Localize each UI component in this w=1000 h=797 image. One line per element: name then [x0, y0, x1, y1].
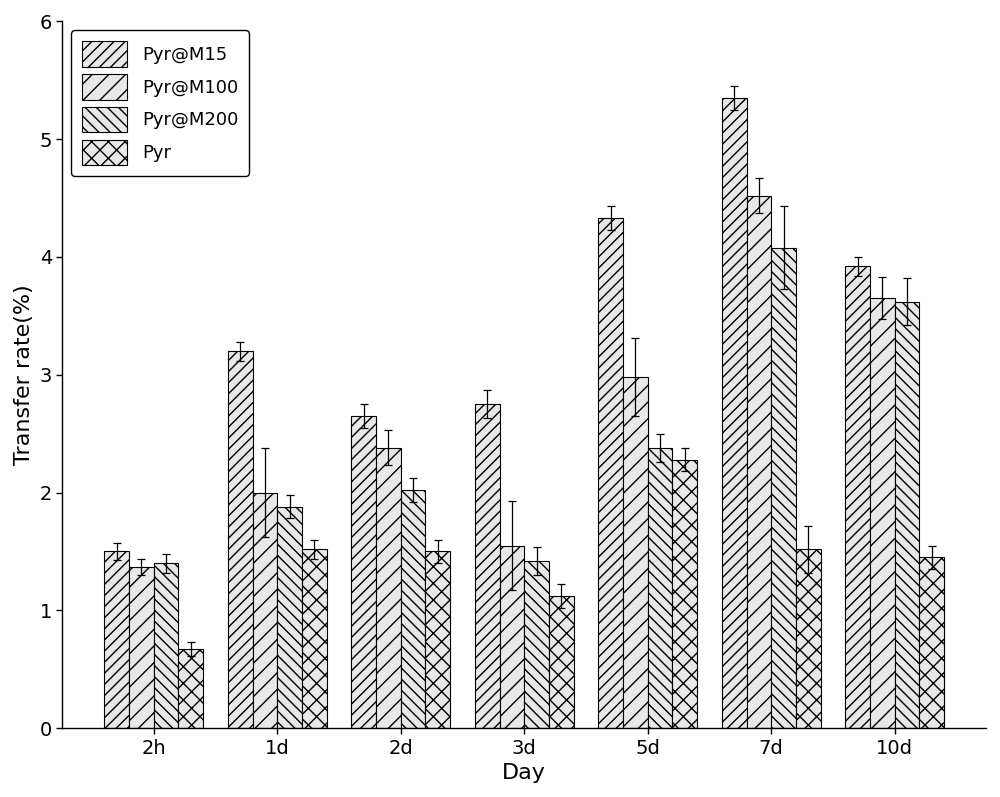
Bar: [351, 416, 376, 728]
Bar: [277, 507, 302, 728]
Bar: [401, 490, 425, 728]
Bar: [500, 546, 524, 728]
Bar: [919, 557, 944, 728]
Bar: [796, 549, 821, 728]
Bar: [870, 298, 895, 728]
Bar: [129, 567, 154, 728]
Bar: [178, 650, 203, 728]
Y-axis label: Transfer rate(%): Transfer rate(%): [14, 285, 34, 465]
Bar: [302, 549, 327, 728]
Bar: [376, 448, 401, 728]
Bar: [895, 302, 919, 728]
Bar: [425, 552, 450, 728]
Bar: [771, 248, 796, 728]
Bar: [648, 448, 672, 728]
Bar: [623, 377, 648, 728]
Bar: [475, 404, 500, 728]
X-axis label: Day: Day: [502, 763, 546, 783]
Bar: [228, 351, 253, 728]
Bar: [845, 266, 870, 728]
Bar: [747, 196, 771, 728]
Bar: [104, 552, 129, 728]
Bar: [549, 596, 574, 728]
Bar: [672, 460, 697, 728]
Bar: [154, 563, 178, 728]
Legend: Pyr@M15, Pyr@M100, Pyr@M200, Pyr: Pyr@M15, Pyr@M100, Pyr@M200, Pyr: [71, 30, 249, 176]
Bar: [598, 218, 623, 728]
Bar: [524, 561, 549, 728]
Bar: [722, 98, 747, 728]
Bar: [253, 493, 277, 728]
